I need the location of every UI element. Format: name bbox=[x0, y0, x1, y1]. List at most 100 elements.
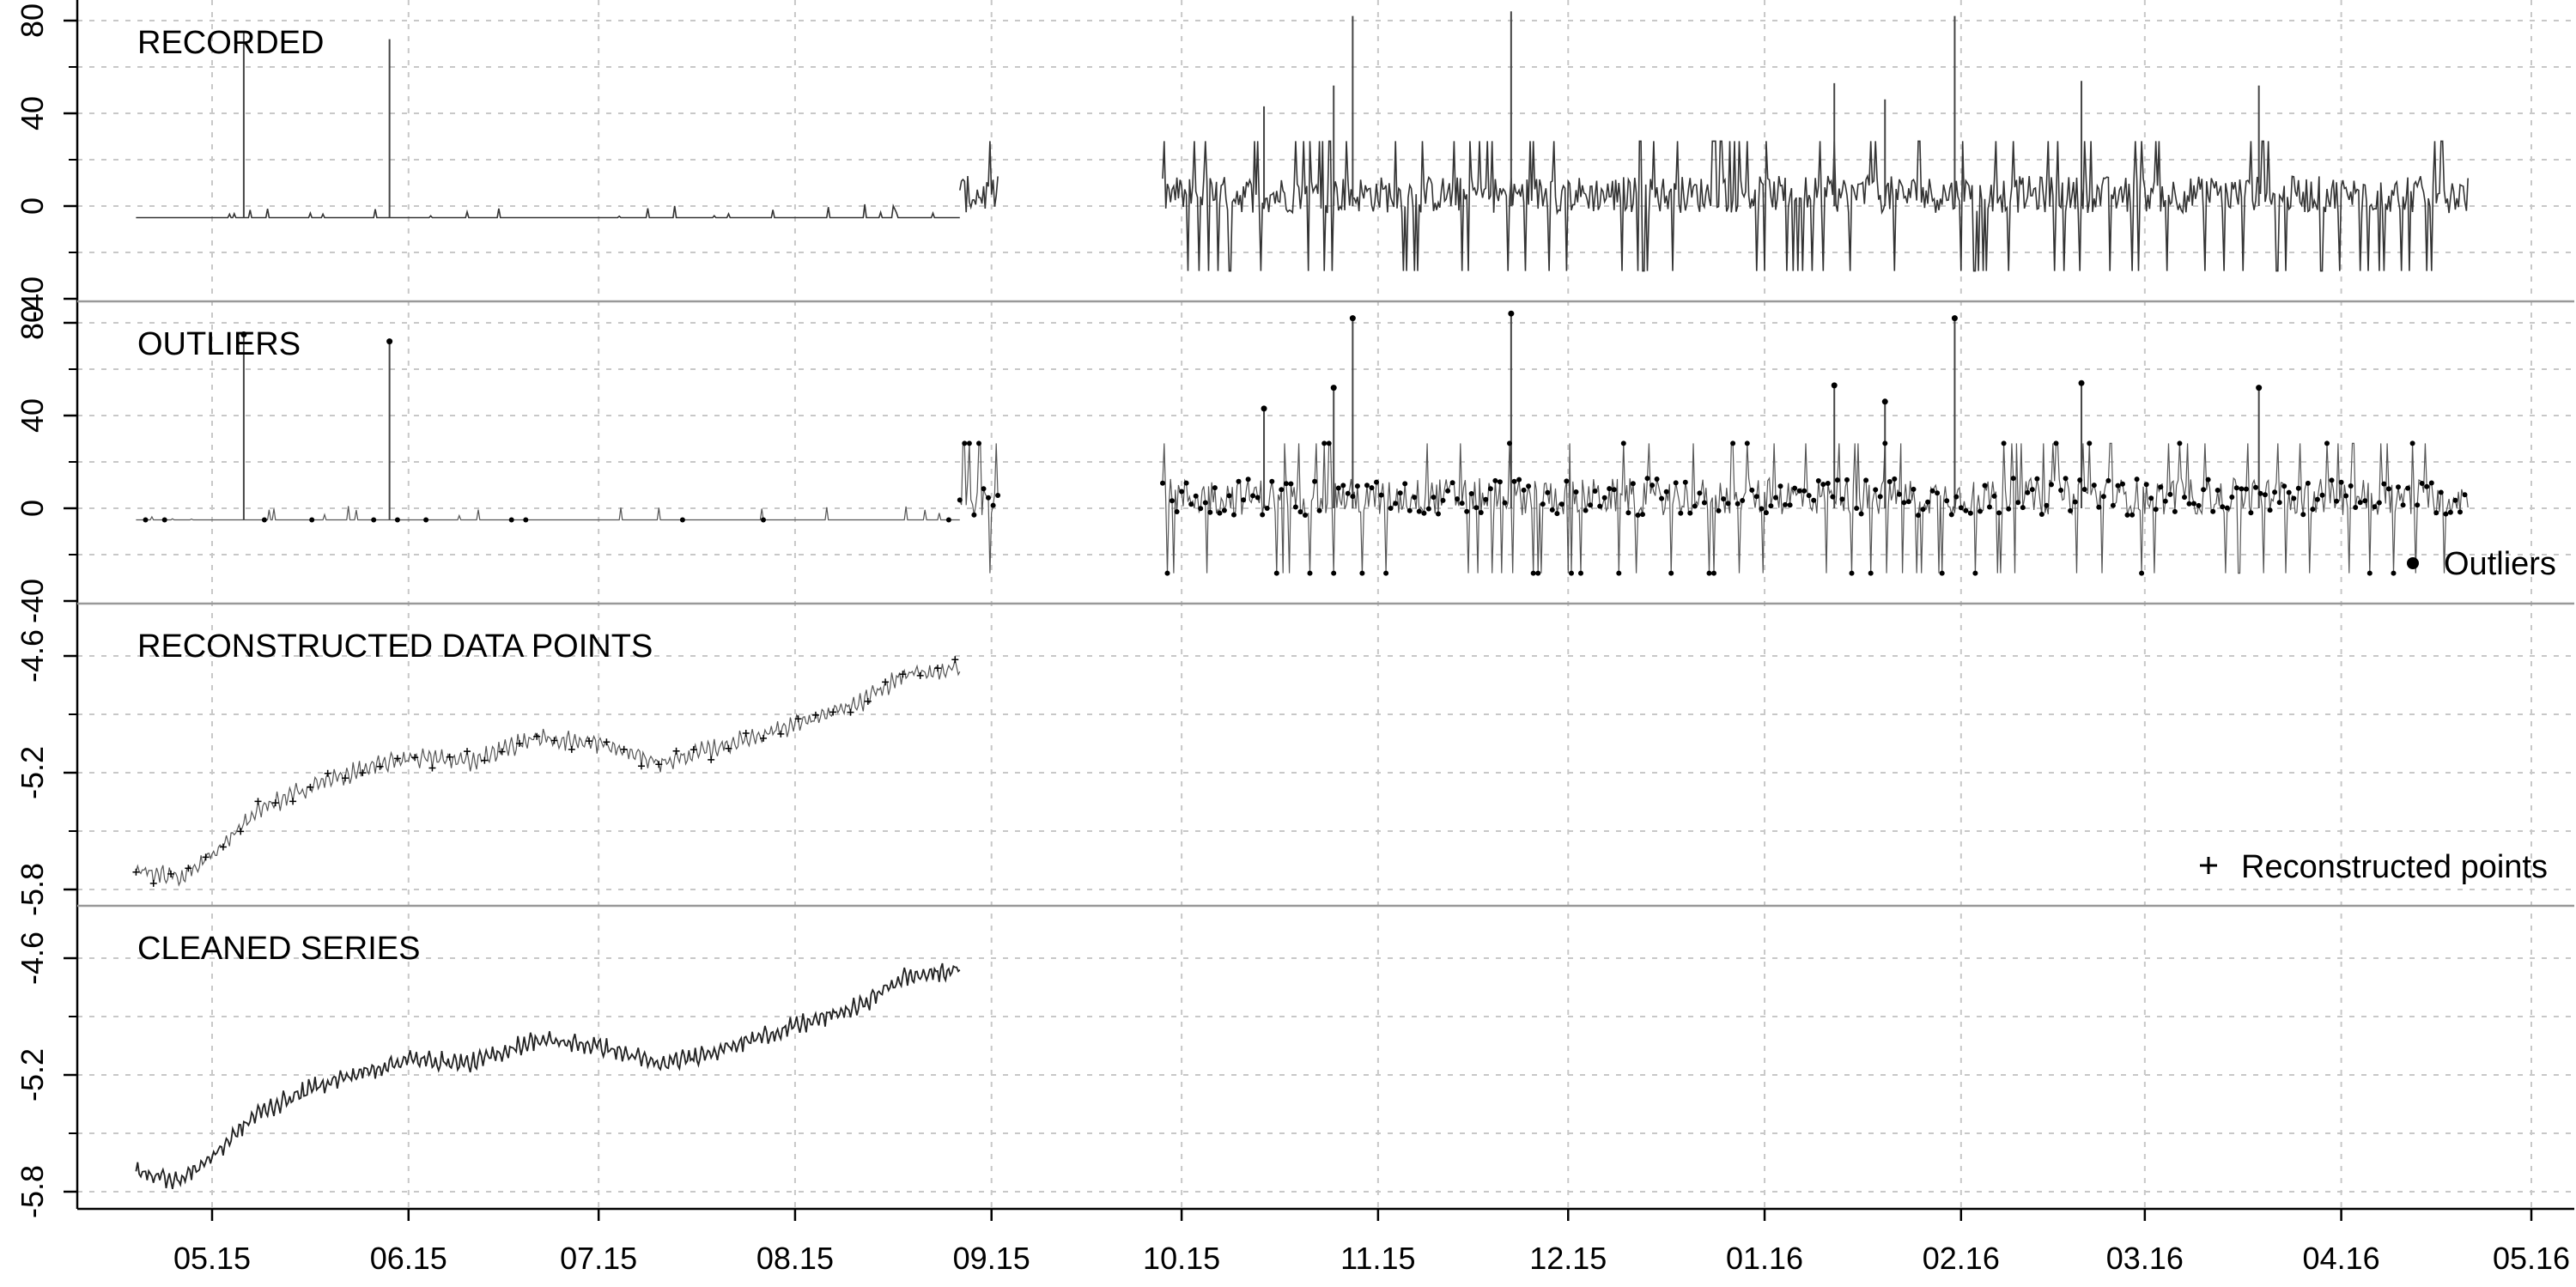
outlier-point bbox=[1958, 505, 1964, 511]
reconstructed-point bbox=[655, 761, 663, 768]
outlier-point bbox=[1264, 506, 1270, 511]
outlier-point bbox=[2334, 498, 2340, 504]
x-tick-label: 09.15 bbox=[953, 1241, 1030, 1276]
outlier-point bbox=[1963, 507, 1969, 513]
outlier-point bbox=[1825, 481, 1831, 486]
y-tick-label: 0 bbox=[15, 197, 50, 215]
outlier-point bbox=[2001, 440, 2007, 446]
outlier-point bbox=[966, 440, 972, 446]
outlier-point bbox=[2366, 570, 2372, 576]
outlier-point bbox=[1478, 510, 1484, 515]
outlier-point bbox=[2386, 486, 2391, 492]
outlier-point bbox=[2139, 570, 2145, 576]
outlier-point bbox=[1535, 570, 1541, 576]
outlier-point bbox=[2081, 487, 2087, 492]
outlier-point bbox=[1508, 310, 1515, 317]
outlier-point bbox=[1297, 509, 1303, 515]
outlier-point bbox=[2433, 510, 2439, 516]
outlier-point bbox=[2256, 385, 2263, 392]
outlier-point bbox=[2100, 494, 2106, 500]
reconstructed-point bbox=[882, 678, 890, 686]
outlier-point bbox=[2276, 500, 2282, 506]
y-tick-label: 40 bbox=[15, 96, 50, 131]
y-tick-label: -5.2 bbox=[15, 1048, 50, 1102]
outlier-point bbox=[1549, 507, 1555, 513]
outlier-point bbox=[1935, 490, 1941, 496]
outlier-point bbox=[1273, 570, 1279, 576]
outlier-point bbox=[2110, 502, 2116, 508]
outlier-point bbox=[1625, 510, 1631, 516]
outlier-point bbox=[2078, 379, 2085, 386]
outlier-point bbox=[1592, 489, 1598, 494]
outlier-point bbox=[143, 517, 149, 523]
outlier-point bbox=[1468, 491, 1474, 496]
reconstructed-point bbox=[586, 738, 593, 745]
reconstructed-point bbox=[672, 747, 680, 755]
outlier-point bbox=[1445, 488, 1451, 494]
frame-layer bbox=[64, 0, 2574, 1221]
outlier-point bbox=[1345, 490, 1351, 496]
outlier-point bbox=[2324, 440, 2330, 446]
outlier-point bbox=[2348, 483, 2354, 489]
outlier-point bbox=[1393, 501, 1399, 507]
outlier-point bbox=[1668, 570, 1674, 576]
x-tick-label: 05.16 bbox=[2493, 1241, 2570, 1276]
outlier-point bbox=[2044, 502, 2050, 508]
outlier-point bbox=[761, 517, 766, 523]
outlier-point bbox=[2172, 508, 2178, 514]
outlier-point bbox=[2224, 505, 2230, 511]
outlier-point bbox=[2396, 484, 2401, 490]
outlier-point bbox=[1183, 480, 1189, 486]
outlier-point bbox=[1877, 494, 1883, 500]
y-tick-label: 80 bbox=[15, 3, 50, 38]
outlier-point bbox=[1753, 494, 1759, 500]
reconstructed-point bbox=[794, 715, 802, 723]
outlier-point bbox=[1920, 507, 1926, 513]
outlier-point bbox=[2424, 483, 2430, 489]
outlier-point bbox=[2049, 482, 2054, 488]
outlier-point bbox=[1882, 440, 1888, 446]
panel-title: OUTLIERS bbox=[137, 326, 301, 362]
outlier-point bbox=[2452, 497, 2458, 503]
outlier-point bbox=[1682, 479, 1688, 485]
outlier-point bbox=[986, 495, 991, 501]
outlier-point bbox=[1459, 501, 1465, 507]
outlier-point bbox=[1521, 487, 1527, 493]
outlier-point bbox=[1849, 570, 1855, 576]
outlier-point bbox=[1991, 493, 1997, 499]
outlier-point bbox=[1511, 478, 1517, 484]
outlier-point bbox=[2072, 499, 2078, 505]
outlier-point bbox=[1858, 511, 1864, 517]
outlier-point bbox=[1844, 477, 1850, 483]
outlier-point bbox=[1673, 480, 1679, 486]
outlier-point bbox=[1231, 512, 1236, 518]
outlier-point bbox=[2029, 487, 2035, 493]
outlier-point bbox=[1397, 490, 1403, 496]
outlier-point bbox=[1160, 480, 1165, 486]
outlier-point bbox=[1796, 488, 1802, 494]
outlier-point bbox=[1335, 485, 1341, 491]
outlier-point bbox=[2077, 477, 2083, 483]
x-tick-label: 06.15 bbox=[370, 1241, 447, 1276]
reconstructed-point bbox=[149, 879, 157, 887]
outlier-point bbox=[1620, 440, 1626, 446]
outlier-point bbox=[1701, 500, 1707, 506]
legend-marker bbox=[2407, 557, 2419, 569]
outlier-point bbox=[1881, 398, 1888, 405]
reconstructed-point bbox=[464, 748, 471, 756]
outlier-point bbox=[1886, 479, 1893, 484]
outlier-point bbox=[1905, 499, 1911, 505]
x-tick-label: 02.16 bbox=[1923, 1241, 2000, 1276]
outlier-point bbox=[2153, 507, 2159, 513]
outlier-point bbox=[261, 517, 267, 523]
outlier-point bbox=[1978, 508, 1983, 514]
y-tick-label: -40 bbox=[15, 579, 50, 623]
outlier-point bbox=[976, 440, 981, 446]
outlier-point bbox=[1502, 500, 1508, 506]
outlier-point bbox=[1326, 440, 1332, 446]
data-layer bbox=[132, 11, 2469, 1189]
reconstructed-point bbox=[428, 764, 436, 772]
reconstructed-point bbox=[916, 671, 924, 679]
outlier-point bbox=[1226, 493, 1232, 499]
x-tick-label: 03.16 bbox=[2106, 1241, 2184, 1276]
